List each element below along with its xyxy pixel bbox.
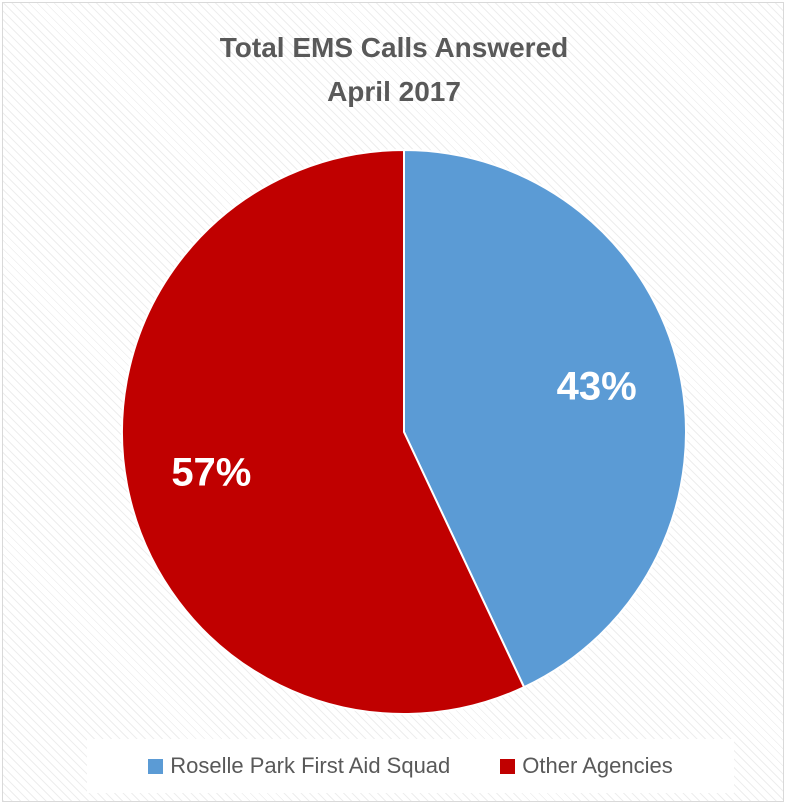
legend-item-other-agencies: Other Agencies (500, 753, 673, 779)
data-label-other-agencies: 57% (171, 451, 251, 495)
data-label-roselle-park: 43% (557, 365, 637, 409)
legend: Roselle Park First Aid Squad Other Agenc… (87, 739, 734, 793)
legend-label-other-agencies: Other Agencies (522, 753, 673, 778)
legend-swatch-roselle-park (148, 758, 164, 774)
pie-slice-other-agencies (121, 148, 526, 715)
chart-subtitle: April 2017 (327, 76, 461, 107)
legend-label-roselle-park: Roselle Park First Aid Squad (170, 753, 451, 778)
legend-swatch-other-agencies (500, 758, 516, 774)
chart-title: Total EMS Calls Answered (219, 32, 569, 63)
pie-slice-roselle-park (403, 148, 687, 689)
legend-item-roselle-park: Roselle Park First Aid Squad (148, 753, 450, 779)
